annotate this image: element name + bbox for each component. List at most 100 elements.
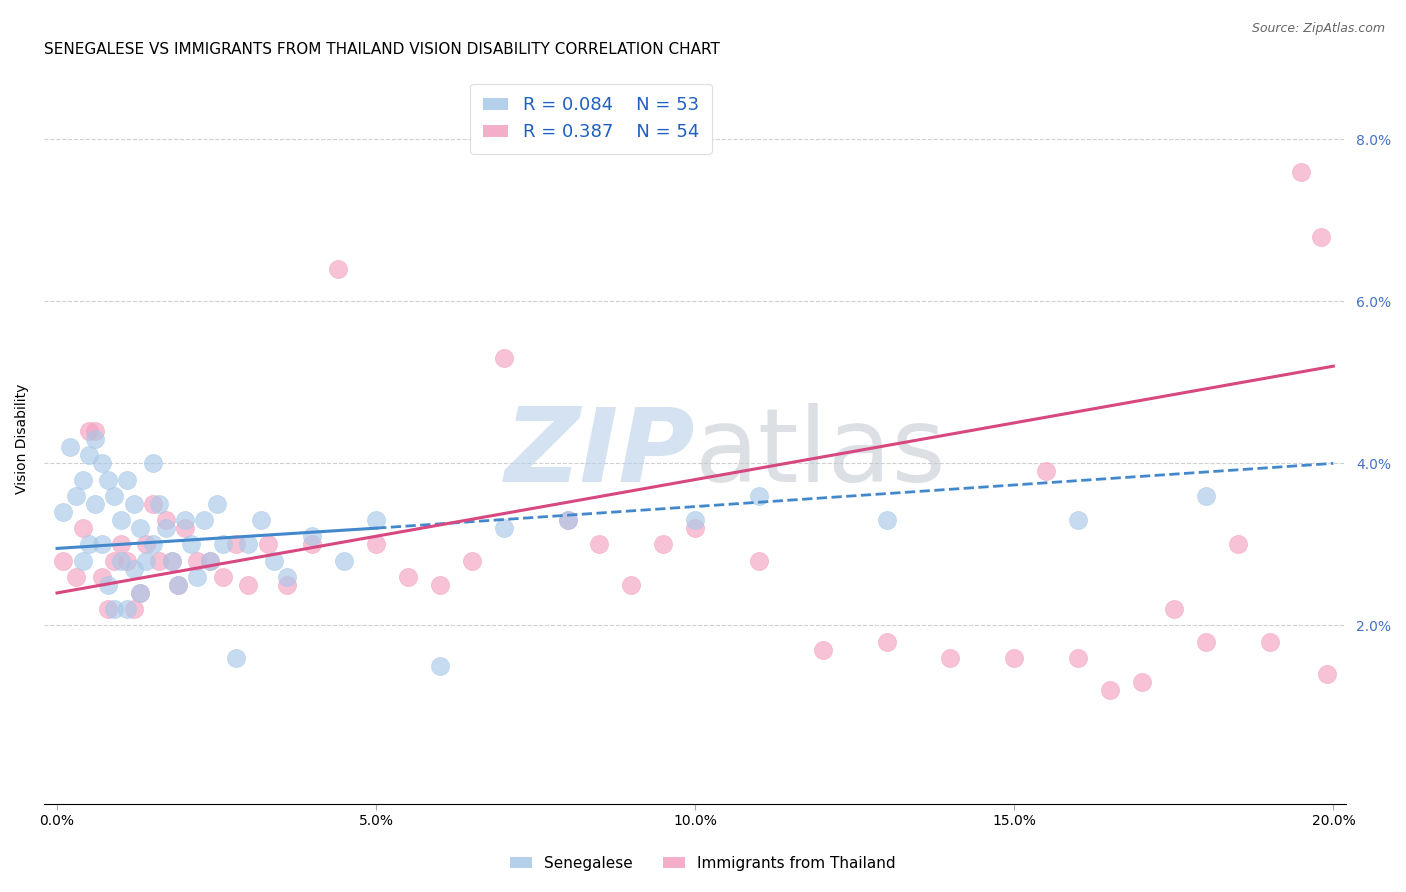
Point [1195,634,1218,648]
Point [276,570,298,584]
Point [1130,675,1153,690]
Point [97,602,120,616]
Point [1226,537,1249,551]
Legend: R = 0.084    N = 53, R = 0.387    N = 54: R = 0.084 N = 53, R = 0.387 N = 54 [471,84,711,154]
Point [1258,634,1281,648]
Point [77,537,100,551]
Point [1163,602,1185,616]
Point [250,513,273,527]
Point [1067,513,1090,527]
Point [429,578,451,592]
Point [876,634,898,648]
Point [72,521,94,535]
Point [205,497,228,511]
Point [1195,489,1218,503]
Text: SENEGALESE VS IMMIGRANTS FROM THAILAND VISION DISABILITY CORRELATION CHART: SENEGALESE VS IMMIGRANTS FROM THAILAND V… [44,42,720,57]
Point [876,513,898,527]
Text: ZIP: ZIP [505,403,695,504]
Point [97,473,120,487]
Point [148,497,170,511]
Point [263,553,285,567]
Point [429,658,451,673]
Y-axis label: Vision Disability: Vision Disability [15,384,30,494]
Point [557,513,579,527]
Text: atlas: atlas [695,403,948,504]
Point [142,537,165,551]
Point [142,497,165,511]
Point [186,553,208,567]
Point [238,537,260,551]
Point [135,553,157,567]
Point [366,537,388,551]
Point [301,529,323,543]
Point [103,553,125,567]
Point [167,578,190,592]
Point [77,424,100,438]
Point [333,553,356,567]
Point [97,578,120,592]
Point [160,553,183,567]
Point [59,440,82,454]
Point [115,553,138,567]
Point [256,537,278,551]
Point [155,513,177,527]
Point [122,602,145,616]
Point [115,602,138,616]
Point [1002,650,1025,665]
Point [366,513,388,527]
Point [103,602,125,616]
Point [52,553,75,567]
Point [683,521,706,535]
Point [52,505,75,519]
Point [72,473,94,487]
Point [65,570,87,584]
Point [148,553,170,567]
Point [588,537,610,551]
Point [326,262,349,277]
Point [1316,667,1339,681]
Point [90,570,112,584]
Point [167,578,190,592]
Point [939,650,962,665]
Point [77,448,100,462]
Point [557,513,579,527]
Point [748,553,770,567]
Point [396,570,419,584]
Point [110,513,132,527]
Point [1098,683,1121,698]
Point [200,553,222,567]
Point [135,537,157,551]
Point [110,553,132,567]
Point [1309,229,1331,244]
Point [72,553,94,567]
Point [65,489,87,503]
Point [84,497,107,511]
Point [225,650,247,665]
Point [811,642,834,657]
Point [461,553,484,567]
Point [186,570,208,584]
Point [110,537,132,551]
Point [620,578,643,592]
Point [180,537,202,551]
Point [84,424,107,438]
Point [200,553,222,567]
Point [492,521,515,535]
Point [1067,650,1090,665]
Point [492,351,515,365]
Legend: Senegalese, Immigrants from Thailand: Senegalese, Immigrants from Thailand [505,850,901,877]
Point [225,537,247,551]
Point [276,578,298,592]
Point [129,586,152,600]
Point [173,513,195,527]
Point [84,432,107,446]
Text: Source: ZipAtlas.com: Source: ZipAtlas.com [1251,22,1385,36]
Point [193,513,215,527]
Point [90,537,112,551]
Point [142,456,165,470]
Point [129,521,152,535]
Point [683,513,706,527]
Point [173,521,195,535]
Point [1035,465,1057,479]
Point [129,586,152,600]
